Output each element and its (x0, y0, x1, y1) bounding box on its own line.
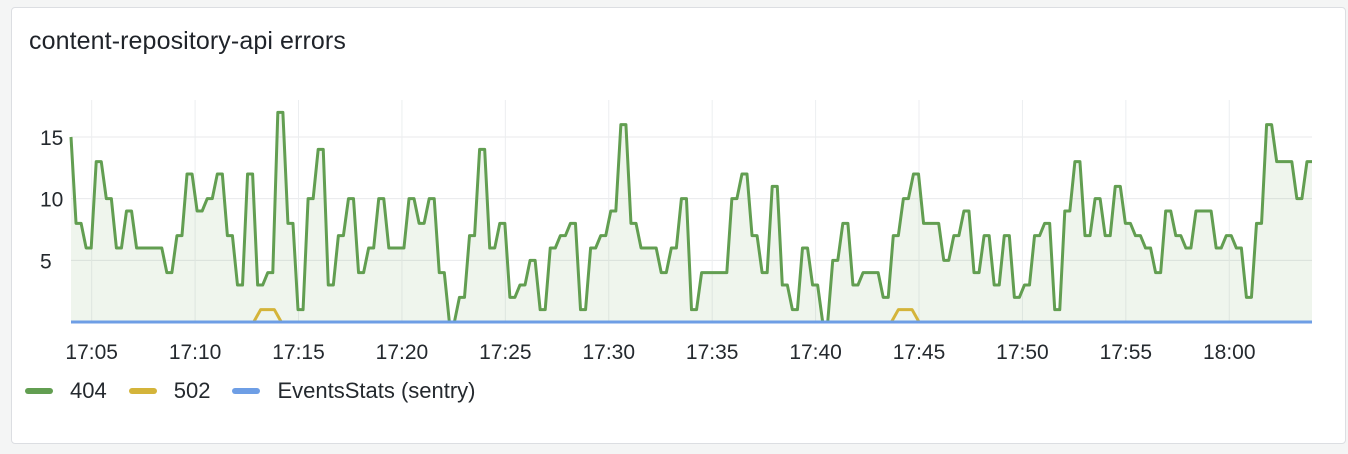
x-tick-label: 17:30 (582, 341, 635, 364)
y-tick-label: 10 (40, 189, 63, 212)
x-tick-label: 17:25 (479, 341, 532, 364)
y-axis: 5 10 15 (40, 127, 63, 273)
x-tick-label: 17:55 (1100, 341, 1153, 364)
x-axis: 17:05 17:10 17:15 17:20 17:25 17:30 17:35 17:40… (65, 341, 1255, 364)
legend-item-404[interactable]: 404 (25, 378, 107, 404)
x-tick-label: 17:40 (789, 341, 842, 364)
x-tick-label: 17:15 (272, 341, 325, 364)
legend-item-eventsstats[interactable]: EventsStats (sentry) (232, 378, 476, 404)
legend-swatch-502 (128, 388, 157, 394)
legend-swatch-404 (25, 388, 53, 394)
x-tick-label: 17:45 (893, 341, 946, 364)
x-tick-label: 17:50 (996, 341, 1049, 364)
grid (71, 100, 1312, 322)
legend-label-502: 502 (173, 378, 211, 403)
x-tick-label: 17:05 (65, 341, 118, 364)
x-tick-label: 17:20 (376, 341, 429, 364)
y-tick-label: 5 (40, 250, 52, 273)
legend: 404 502 EventsStats (sentry) (25, 378, 498, 404)
x-tick-label: 17:10 (169, 341, 222, 364)
series-404-line (69, 110, 1312, 324)
series-layer (69, 110, 1312, 324)
y-tick-label: 15 (40, 127, 63, 150)
legend-label-eventsstats: EventsStats (sentry) (277, 378, 476, 403)
legend-label-404: 404 (70, 378, 107, 403)
legend-item-502[interactable]: 502 (128, 378, 211, 404)
panel-title: content-repository-api errors (29, 27, 346, 55)
x-tick-label: 18:00 (1203, 341, 1256, 364)
x-tick-label: 17:35 (686, 341, 739, 364)
legend-swatch-eventsstats (232, 388, 261, 394)
